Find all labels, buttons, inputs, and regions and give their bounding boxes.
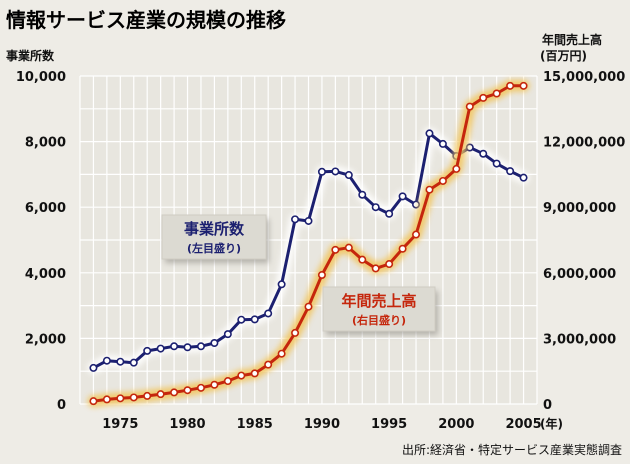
data-point-sales bbox=[237, 371, 246, 380]
data-point-establishments bbox=[519, 173, 528, 182]
data-point-establishments bbox=[344, 171, 353, 180]
right-axis-unit: (百万円) bbox=[540, 49, 587, 63]
data-point-sales bbox=[156, 390, 165, 399]
chart-title: 情報サービス産業の規模の推移 bbox=[6, 8, 286, 32]
legend-sub-sales: (右目盛り) bbox=[352, 313, 406, 327]
right-tick-label: 12,000,000 bbox=[543, 136, 625, 151]
data-point-establishments bbox=[438, 139, 447, 148]
data-point-establishments bbox=[277, 280, 286, 289]
left-tick-label: 4,000 bbox=[25, 267, 66, 282]
data-point-sales bbox=[210, 380, 219, 389]
data-point-establishments bbox=[116, 357, 125, 366]
data-point-establishments bbox=[143, 346, 152, 355]
data-point-sales bbox=[452, 164, 461, 173]
data-point-establishments bbox=[331, 167, 340, 176]
data-point-establishments bbox=[102, 356, 111, 365]
data-point-sales bbox=[317, 270, 326, 279]
data-point-establishments bbox=[210, 338, 219, 347]
x-axis-unit: (年) bbox=[540, 416, 563, 431]
left-tick-label: 0 bbox=[57, 398, 66, 413]
data-point-sales bbox=[129, 393, 138, 402]
left-tick-label: 2,000 bbox=[25, 332, 66, 347]
data-point-establishments bbox=[398, 192, 407, 201]
data-point-sales bbox=[116, 394, 125, 403]
data-point-sales bbox=[465, 102, 474, 111]
data-point-sales bbox=[506, 81, 515, 90]
data-point-sales bbox=[102, 395, 111, 404]
x-tick-label: 2005 bbox=[505, 417, 541, 432]
right-tick-label: 9,000,000 bbox=[543, 201, 616, 216]
x-tick-label: 1995 bbox=[371, 417, 407, 432]
data-point-establishments bbox=[317, 167, 326, 176]
data-point-sales bbox=[371, 264, 380, 273]
data-point-establishments bbox=[237, 315, 246, 324]
data-point-sales bbox=[170, 388, 179, 397]
data-point-sales bbox=[398, 244, 407, 253]
right-tick-label: 15,000,000 bbox=[543, 70, 625, 85]
legend-sub-establishments: (左目盛り) bbox=[187, 241, 241, 255]
data-point-establishments bbox=[385, 209, 394, 218]
data-point-establishments bbox=[371, 203, 380, 212]
right-axis-label: 年間売上高 bbox=[542, 32, 602, 47]
data-point-establishments bbox=[425, 129, 434, 138]
axes: 0 2,000 4,000 6,000 8,000 10,000 0 3,000,000 6,0… bbox=[16, 70, 625, 432]
x-tick-label: 1975 bbox=[102, 417, 138, 432]
left-tick-label: 6,000 bbox=[25, 201, 66, 216]
right-tick-label: 3,000,000 bbox=[543, 332, 616, 347]
data-point-sales bbox=[519, 81, 528, 90]
x-tick-label: 1990 bbox=[304, 417, 340, 432]
x-tick-label: 1980 bbox=[169, 417, 205, 432]
left-tick-label: 10,000 bbox=[16, 70, 66, 85]
data-point-establishments bbox=[183, 343, 192, 352]
legends: 事業所数 (左目盛り) 年間売上高 (右目盛り) bbox=[161, 214, 438, 335]
data-point-sales bbox=[479, 93, 488, 102]
data-point-sales bbox=[277, 349, 286, 358]
right-tick-label: 0 bbox=[543, 398, 552, 413]
data-point-establishments bbox=[223, 330, 232, 339]
x-tick-label: 1985 bbox=[237, 417, 273, 432]
data-point-sales bbox=[250, 369, 259, 378]
data-point-sales bbox=[385, 260, 394, 269]
data-point-sales bbox=[492, 89, 501, 98]
data-point-sales bbox=[344, 243, 353, 252]
data-point-establishments bbox=[358, 190, 367, 199]
data-point-establishments bbox=[492, 159, 501, 168]
data-point-sales bbox=[304, 302, 313, 311]
data-point-sales bbox=[223, 377, 232, 386]
data-point-establishments bbox=[129, 358, 138, 367]
data-point-sales bbox=[183, 386, 192, 395]
data-point-establishments bbox=[304, 216, 313, 225]
data-point-establishments bbox=[264, 309, 273, 318]
data-point-establishments bbox=[479, 149, 488, 158]
data-point-sales bbox=[358, 255, 367, 264]
data-point-sales bbox=[425, 185, 434, 194]
data-point-establishments bbox=[156, 344, 165, 353]
source-note: 出所:経済省・特定サービス産業実態調査 bbox=[402, 442, 622, 457]
data-point-establishments bbox=[170, 342, 179, 351]
data-point-sales bbox=[264, 360, 273, 369]
series-layer bbox=[87, 79, 530, 408]
legend-label-establishments: 事業所数 bbox=[184, 220, 245, 238]
data-point-sales bbox=[291, 328, 300, 337]
data-point-establishments bbox=[196, 342, 205, 351]
data-point-sales bbox=[196, 383, 205, 392]
left-axis-label: 事業所数 bbox=[6, 48, 55, 63]
data-point-establishments bbox=[291, 215, 300, 224]
legend-box-establishments bbox=[161, 214, 267, 260]
data-point-establishments bbox=[506, 167, 515, 176]
x-tick-label: 2000 bbox=[438, 417, 474, 432]
data-point-sales bbox=[412, 230, 421, 239]
left-tick-label: 8,000 bbox=[25, 136, 66, 151]
legend-label-sales: 年間売上高 bbox=[341, 292, 416, 310]
legend-box-sales bbox=[322, 286, 436, 332]
data-point-sales bbox=[438, 176, 447, 185]
right-tick-label: 6,000,000 bbox=[543, 267, 616, 282]
data-point-sales bbox=[143, 391, 152, 400]
data-point-sales bbox=[89, 397, 98, 406]
data-point-establishments bbox=[250, 315, 259, 324]
data-point-sales bbox=[331, 245, 340, 254]
data-point-establishments bbox=[89, 363, 98, 372]
